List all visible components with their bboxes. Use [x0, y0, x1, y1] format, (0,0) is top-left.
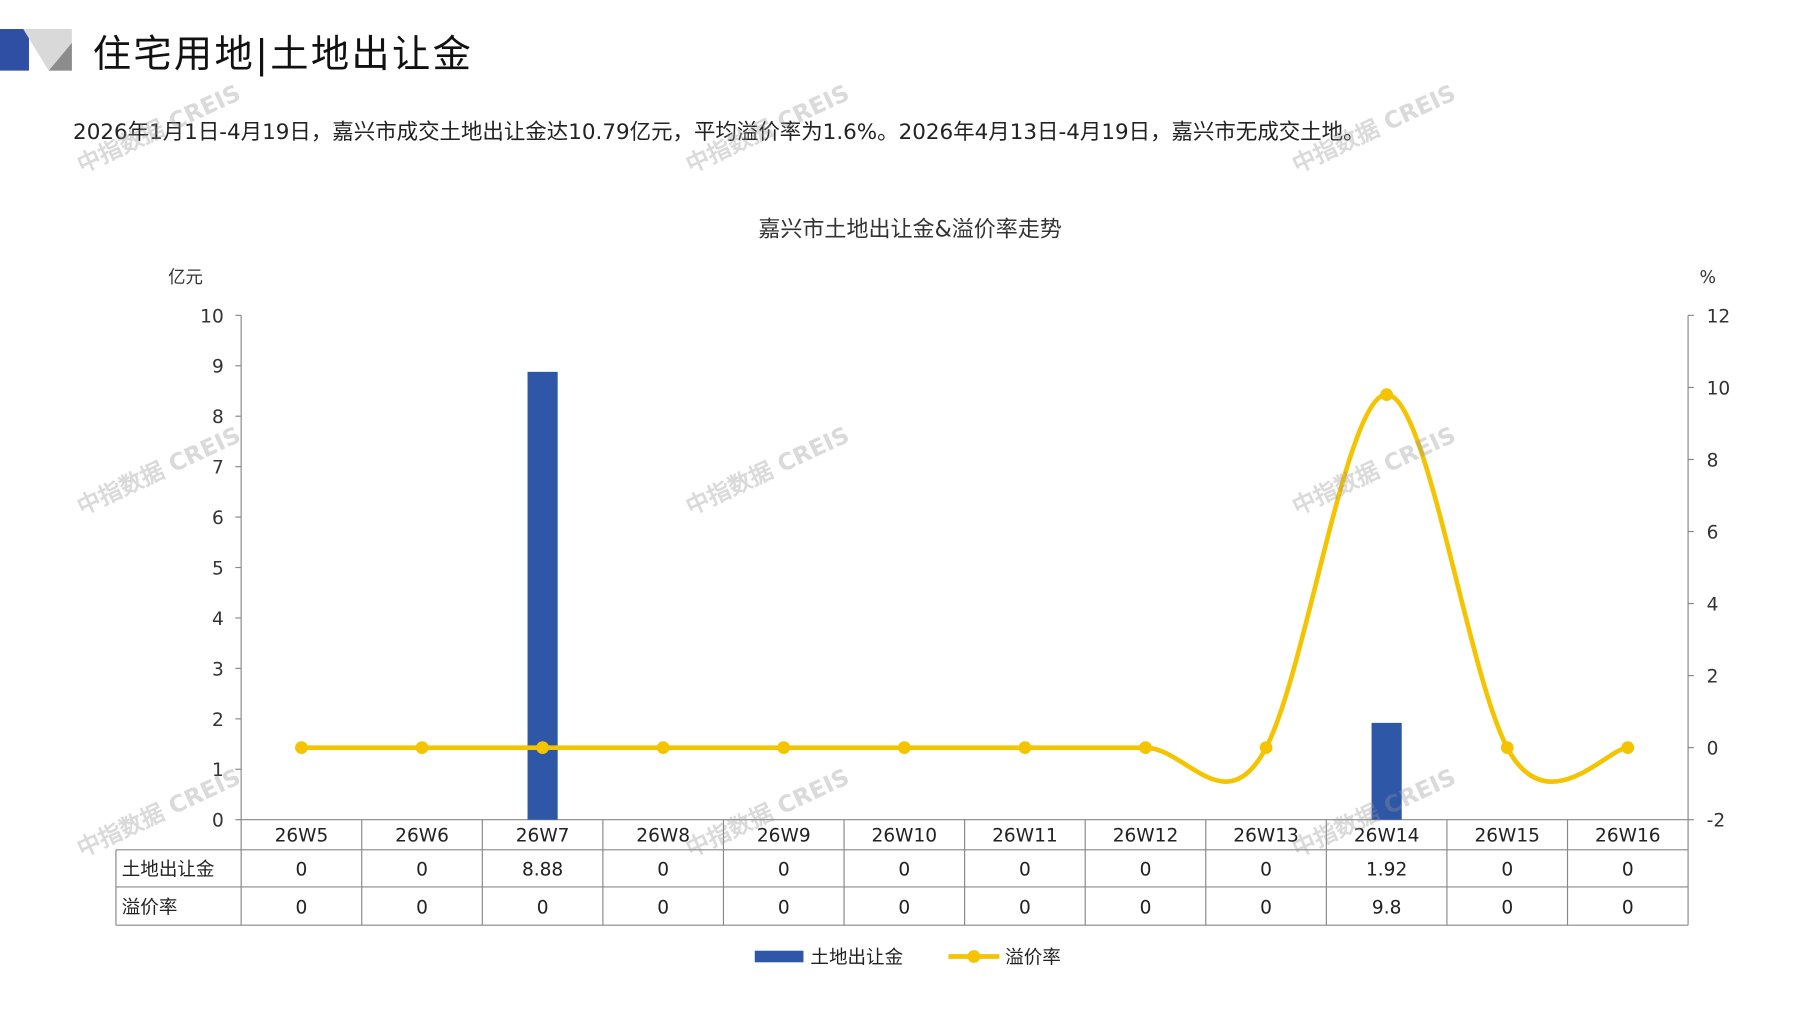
- line-point: [295, 741, 308, 755]
- category-label: 26W9: [757, 826, 811, 847]
- legend-label: 土地出让金: [810, 947, 903, 968]
- legend-bar-icon: [754, 950, 804, 963]
- table-cell: 0: [1622, 859, 1634, 880]
- table-cell: 0: [898, 859, 910, 880]
- category-label: 26W7: [516, 826, 570, 847]
- line-point: [1018, 741, 1032, 755]
- line-point: [656, 741, 670, 755]
- table-cell: 0: [1501, 859, 1513, 880]
- category-label: 26W15: [1474, 826, 1540, 847]
- table-cell: 0: [537, 898, 549, 919]
- left-axis-label: 亿元: [168, 268, 203, 288]
- table-cell: 9.8: [1372, 898, 1402, 919]
- table-cell: 0: [1019, 859, 1031, 880]
- category-label: 26W16: [1595, 826, 1661, 847]
- table-cell: 0: [416, 898, 428, 919]
- table-cell: 0: [296, 898, 308, 919]
- category-label: 26W5: [275, 826, 329, 847]
- table-cell: 0: [657, 859, 669, 880]
- right-tick-label: 4: [1707, 595, 1719, 616]
- table-cell: 0: [1501, 898, 1513, 919]
- table-cell: 0: [1140, 898, 1152, 919]
- left-tick-label: 2: [212, 710, 224, 731]
- left-tick-label: 9: [212, 357, 224, 378]
- line-point: [415, 741, 429, 755]
- line-point: [1380, 388, 1394, 401]
- category-label: 26W13: [1233, 826, 1299, 847]
- category-label: 26W14: [1354, 826, 1420, 847]
- chart-title: 嘉兴市土地出让金&溢价率走势: [758, 216, 1062, 243]
- table-cell: 0: [1140, 859, 1152, 880]
- table-cell: 8.88: [522, 859, 563, 880]
- table-cell: 0: [778, 898, 790, 919]
- table-row-label: 土地出让金: [122, 859, 215, 880]
- right-tick-label: 6: [1707, 522, 1719, 543]
- table-cell: 0: [898, 898, 910, 919]
- line-point: [777, 741, 791, 755]
- table-cell: 0: [1260, 898, 1272, 919]
- left-tick-label: 3: [212, 659, 224, 680]
- line-point: [1500, 741, 1514, 755]
- line-point: [536, 741, 549, 755]
- left-tick-label: 8: [212, 407, 224, 428]
- category-label: 26W11: [992, 826, 1058, 847]
- table-cell: 0: [657, 898, 669, 919]
- table-cell: 0: [296, 859, 308, 880]
- left-tick-label: 5: [212, 558, 224, 579]
- line-point: [897, 741, 911, 755]
- table-cell: 0: [1260, 859, 1272, 880]
- table-cell: 1.92: [1366, 859, 1407, 880]
- bar: [1371, 722, 1402, 820]
- premium-rate-line: [301, 392, 1629, 784]
- right-axis-label: %: [1700, 268, 1717, 288]
- page-title: 住宅用地|土地出让金: [92, 31, 474, 77]
- line-point: [1621, 741, 1635, 755]
- left-tick-label: 10: [200, 306, 224, 327]
- left-tick-label: 7: [212, 458, 224, 479]
- right-tick-label: 2: [1707, 667, 1719, 688]
- right-tick-label: -2: [1707, 811, 1726, 832]
- right-tick-label: 12: [1707, 306, 1731, 327]
- table-cell: 0: [778, 859, 790, 880]
- right-tick-label: 0: [1707, 739, 1719, 760]
- category-label: 26W8: [636, 826, 690, 847]
- category-label: 26W12: [1113, 826, 1179, 847]
- legend-label: 溢价率: [1005, 947, 1061, 968]
- table-cell: 0: [1019, 898, 1031, 919]
- left-tick-label: 1: [212, 760, 224, 781]
- category-label: 26W6: [395, 826, 449, 847]
- line-point: [1139, 741, 1152, 755]
- right-tick-label: 8: [1707, 450, 1719, 471]
- left-tick-label: 0: [212, 811, 224, 832]
- legend-dot-icon: [967, 950, 981, 963]
- right-tick-label: 10: [1707, 378, 1731, 399]
- table-row-label: 溢价率: [122, 898, 178, 919]
- left-tick-label: 6: [212, 508, 224, 529]
- table-cell: 0: [416, 859, 428, 880]
- header-decoration-icon: [0, 28, 72, 71]
- category-label: 26W10: [872, 826, 938, 847]
- table-cell: 0: [1622, 898, 1634, 919]
- summary-text: 2026年1月1日-4月19日，嘉兴市成交土地出让金达10.79亿元，平均溢价率…: [73, 120, 1365, 145]
- line-point: [1259, 741, 1273, 755]
- left-tick-label: 4: [212, 609, 224, 630]
